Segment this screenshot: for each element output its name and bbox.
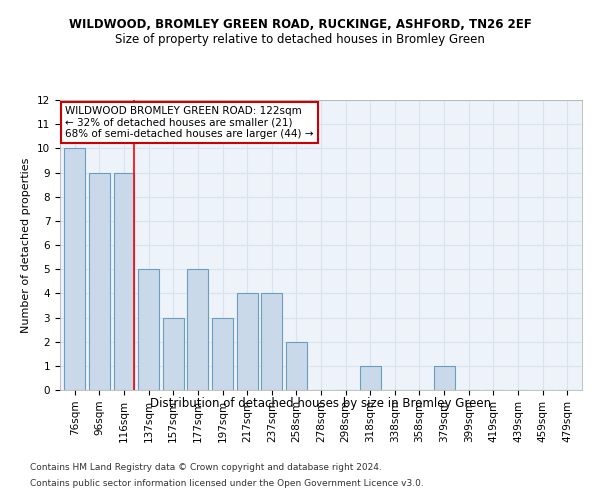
Bar bbox=[360, 366, 381, 390]
Text: Contains public sector information licensed under the Open Government Licence v3: Contains public sector information licen… bbox=[30, 478, 424, 488]
Bar bbox=[434, 366, 455, 390]
Bar bbox=[261, 294, 282, 390]
Bar bbox=[212, 318, 233, 390]
Bar bbox=[138, 269, 159, 390]
Text: WILDWOOD, BROMLEY GREEN ROAD, RUCKINGE, ASHFORD, TN26 2EF: WILDWOOD, BROMLEY GREEN ROAD, RUCKINGE, … bbox=[68, 18, 532, 30]
Bar bbox=[64, 148, 85, 390]
Bar bbox=[286, 342, 307, 390]
Bar bbox=[89, 172, 110, 390]
Bar bbox=[113, 172, 134, 390]
Text: WILDWOOD BROMLEY GREEN ROAD: 122sqm
← 32% of detached houses are smaller (21)
68: WILDWOOD BROMLEY GREEN ROAD: 122sqm ← 32… bbox=[65, 106, 314, 139]
Bar bbox=[236, 294, 257, 390]
Text: Size of property relative to detached houses in Bromley Green: Size of property relative to detached ho… bbox=[115, 32, 485, 46]
Bar bbox=[187, 269, 208, 390]
Y-axis label: Number of detached properties: Number of detached properties bbox=[22, 158, 31, 332]
Text: Distribution of detached houses by size in Bromley Green: Distribution of detached houses by size … bbox=[151, 398, 491, 410]
Text: Contains HM Land Registry data © Crown copyright and database right 2024.: Contains HM Land Registry data © Crown c… bbox=[30, 464, 382, 472]
Bar bbox=[163, 318, 184, 390]
